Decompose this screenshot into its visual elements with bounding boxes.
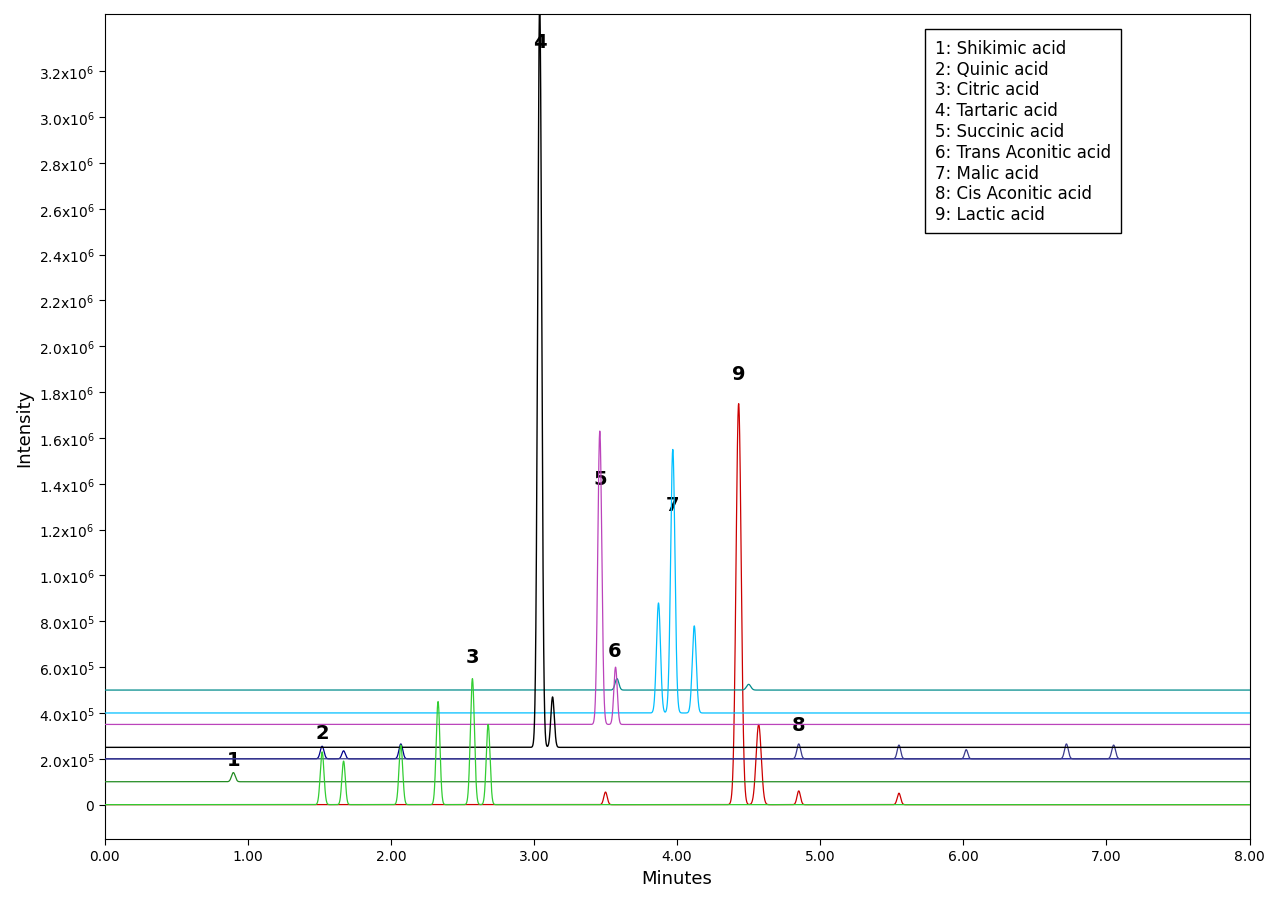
Text: 3: 3 — [466, 648, 479, 667]
Text: 1: Shikimic acid
2: Quinic acid
3: Citric acid
4: Tartaric acid
5: Succinic acid: 1: Shikimic acid 2: Quinic acid 3: Citri… — [934, 40, 1111, 224]
Text: 1: 1 — [227, 750, 241, 769]
Text: 9: 9 — [732, 364, 745, 383]
Text: 5: 5 — [593, 470, 607, 489]
Y-axis label: Intensity: Intensity — [15, 388, 33, 466]
Text: 2: 2 — [315, 723, 329, 742]
Text: 4: 4 — [532, 32, 547, 51]
Text: 8: 8 — [792, 714, 805, 734]
Text: 6: 6 — [607, 641, 621, 660]
Text: 7: 7 — [666, 495, 680, 514]
X-axis label: Minutes: Minutes — [641, 869, 713, 887]
